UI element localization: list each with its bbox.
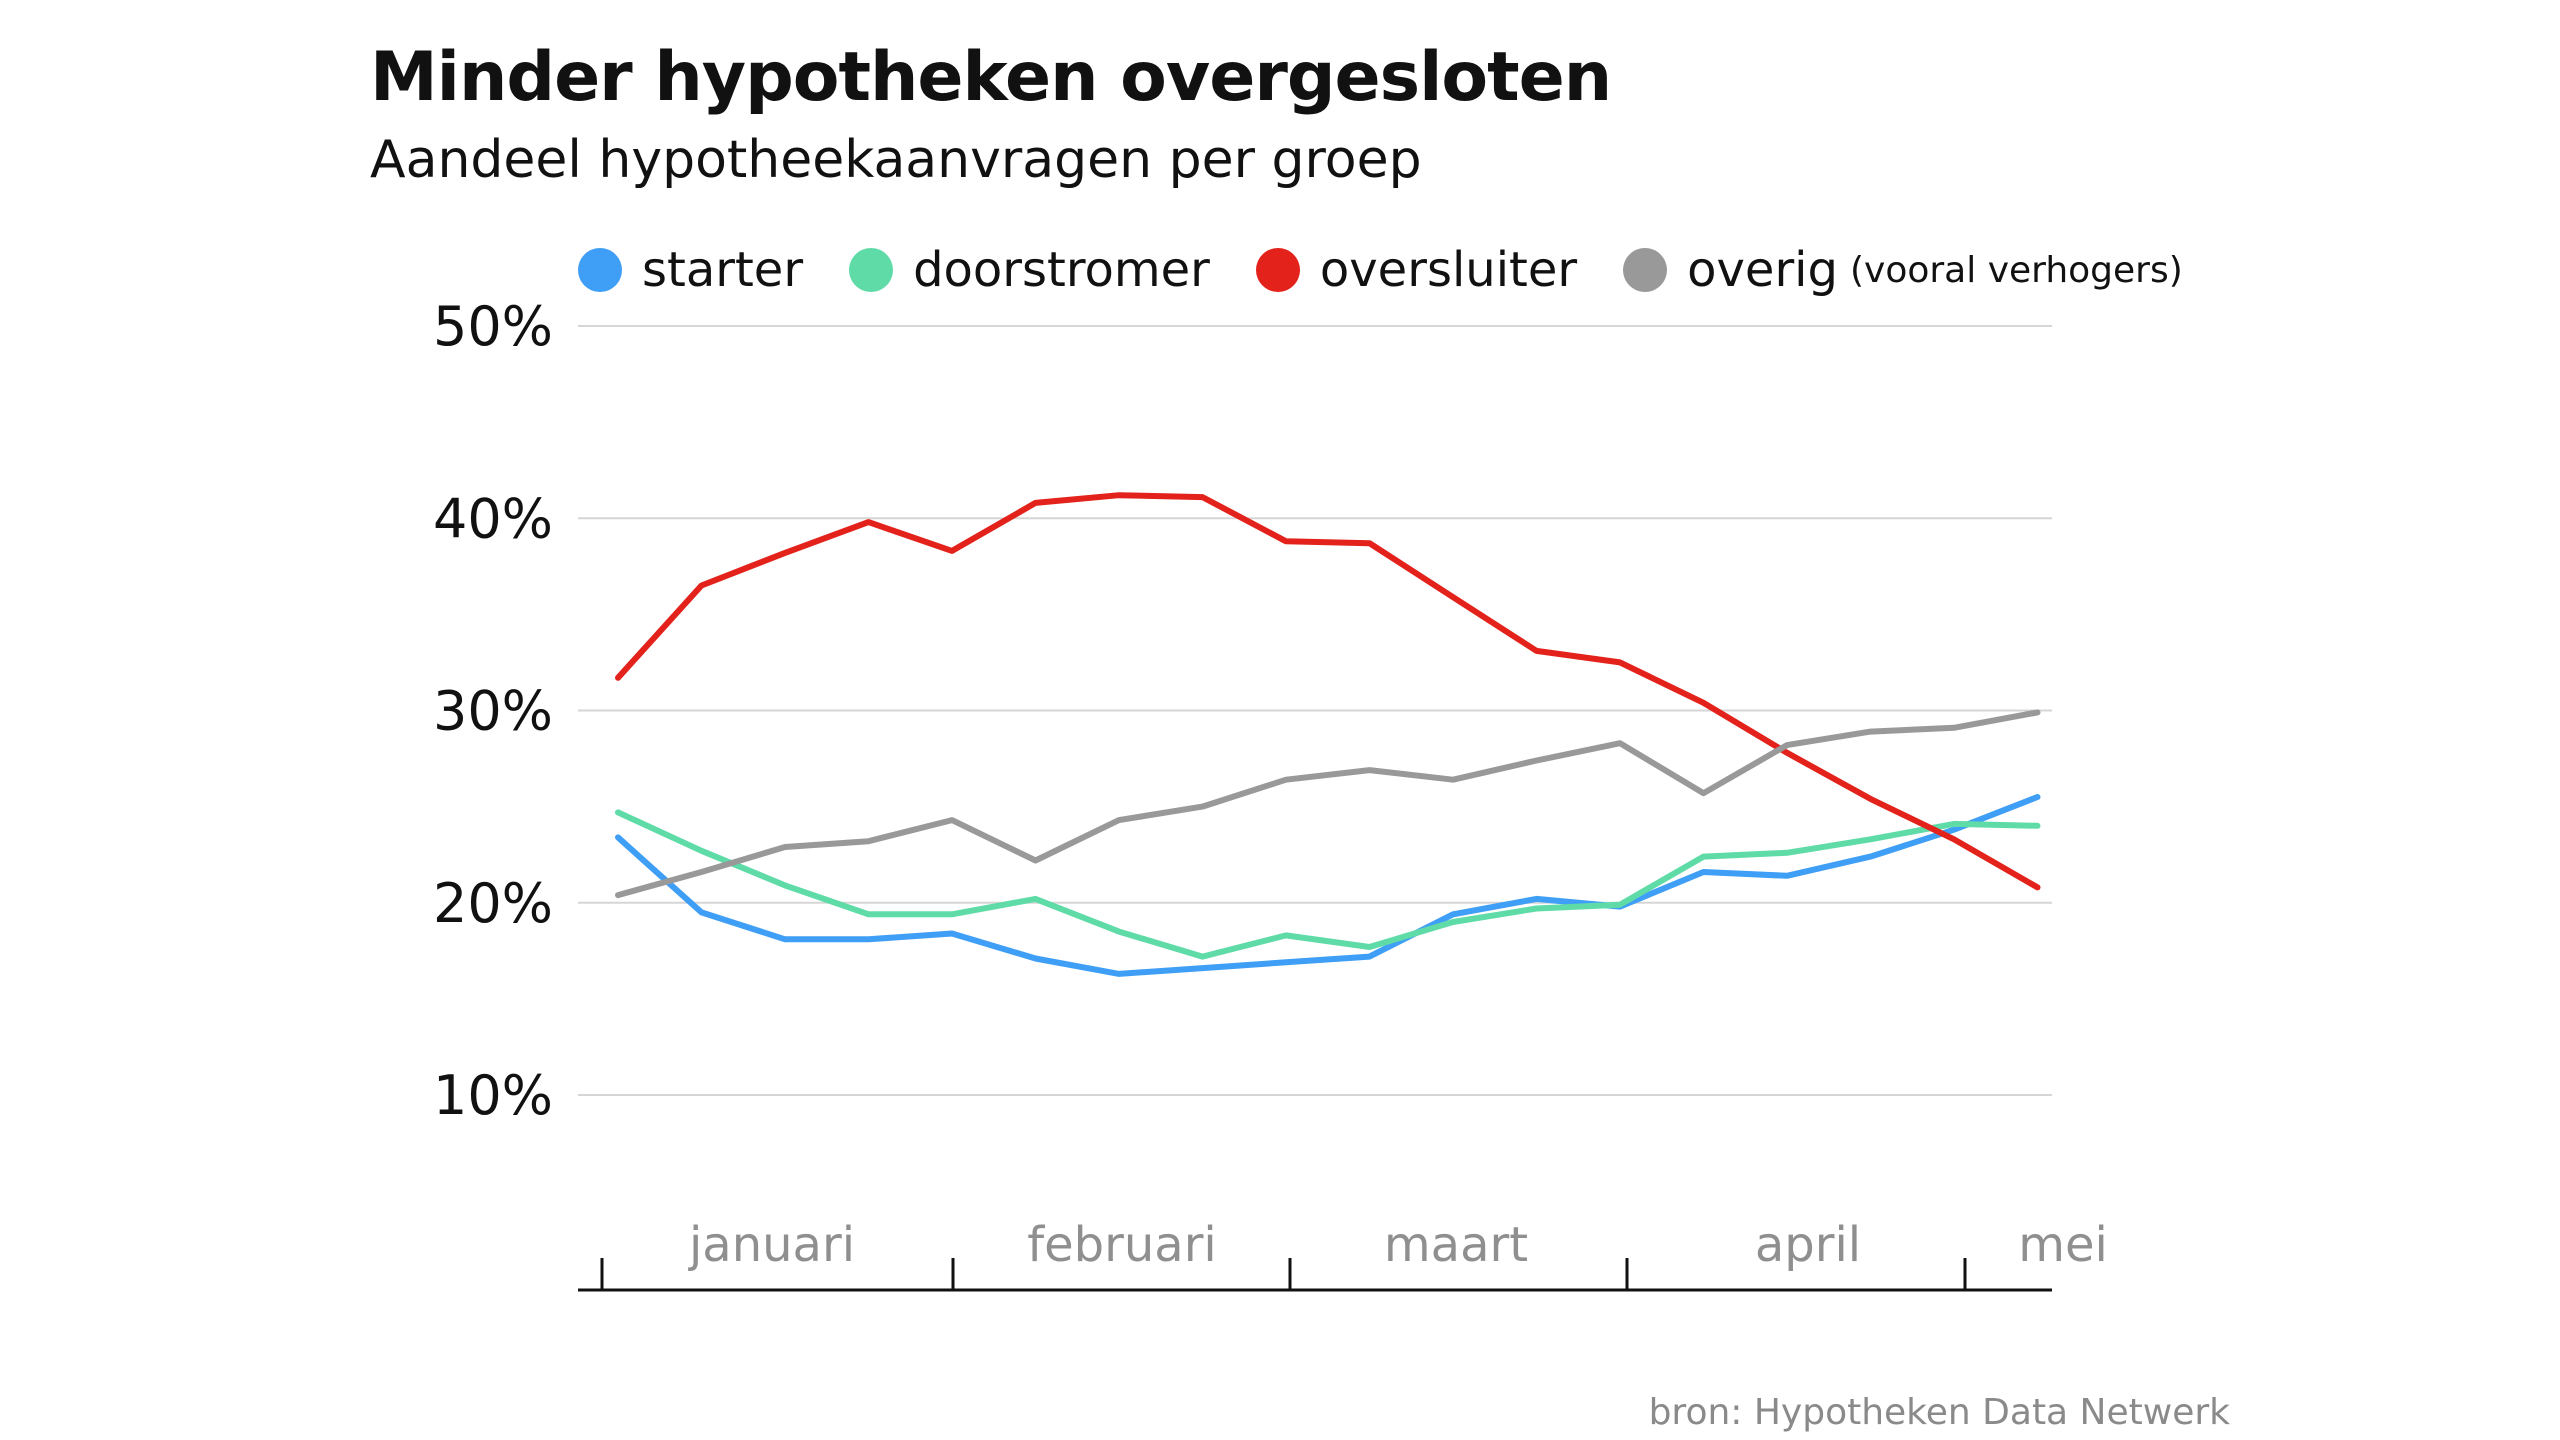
chart-title: Minder hypotheken overgesloten [370,38,1612,117]
legend-item-overig: overig (vooral verhogers) [1623,242,2183,298]
legend-item-oversluiter: oversluiter [1255,242,1578,298]
y-tick-label-40: 40% [433,487,553,550]
legend-marker-oversluiter [1255,248,1300,292]
x-axis: januari februari maart april mei [578,1217,2108,1292]
y-tick-label-30: 30% [433,680,553,743]
series-lines [615,492,2041,977]
legend-label-overig: overig [1687,242,1838,298]
series-line-oversluiter [615,492,2041,891]
chart-subtitle: Aandeel hypotheekaanvragen per groep [370,130,1422,190]
series-line-starter [615,794,2041,977]
x-tick-label-maart: maart [1384,1217,1528,1273]
legend: starter doorstromer oversluiter overig (… [578,242,2229,298]
series-line-overig [615,709,2041,899]
legend-item-doorstromer: doorstromer [849,242,1210,298]
legend-note-overig: (vooral verhogers) [1849,249,2183,291]
legend-item-starter: starter [578,242,803,298]
legend-marker-doorstromer [849,248,894,292]
gridlines [578,325,2052,1096]
x-tick-label-mei: mei [2018,1217,2108,1273]
x-tick-label-april: april [1755,1217,1861,1273]
y-tick-label-20: 20% [433,872,553,935]
y-tick-label-50: 50% [433,295,553,358]
legend-label-oversluiter: oversluiter [1319,242,1578,298]
x-tick-label-januari: januari [688,1217,855,1273]
y-tick-label-10: 10% [433,1064,553,1127]
source-note: bron: Hypotheken Data Netwerk [1648,1392,2230,1433]
series-line-doorstromer [615,809,2041,960]
legend-marker-overig [1623,248,1668,292]
x-tick-label-februari: februari [1027,1217,1217,1273]
legend-marker-starter [578,248,622,292]
legend-label-doorstromer: doorstromer [913,242,1210,298]
legend-label-starter: starter [642,242,804,298]
y-axis: 10% 20% 30% 40% 50% [433,295,553,1127]
